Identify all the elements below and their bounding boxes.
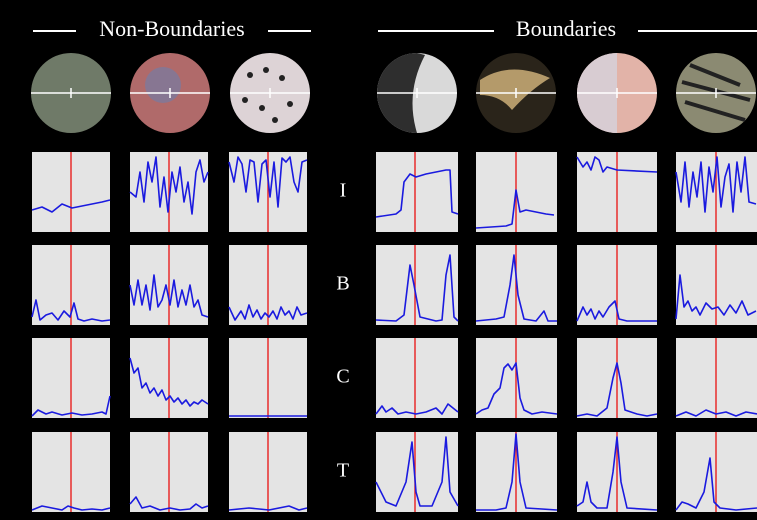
panel: [376, 152, 458, 232]
row-label: B: [336, 273, 349, 295]
panel: [577, 152, 657, 232]
panel: [376, 432, 458, 512]
panel: [376, 245, 458, 325]
panel: [676, 245, 757, 325]
panel: [130, 432, 208, 512]
panel: [32, 152, 110, 232]
panel: [676, 338, 757, 418]
panel: [229, 152, 307, 232]
panel: [32, 245, 110, 325]
panel: [476, 432, 557, 512]
row-label: T: [337, 460, 349, 482]
panel: [376, 338, 458, 418]
panel: [32, 432, 110, 512]
panel: [577, 338, 657, 418]
panel: [676, 152, 757, 232]
panel: [676, 432, 757, 512]
panel: [229, 338, 307, 418]
panel: [476, 245, 557, 325]
panel: [32, 338, 110, 418]
panel: [130, 245, 208, 325]
panel: [577, 245, 657, 325]
panel: [229, 245, 307, 325]
figure: Non-Boundaries Boundaries: [0, 0, 757, 520]
header-boundaries: Boundaries: [516, 16, 616, 41]
panel: [130, 338, 208, 418]
patch-detail: [145, 67, 181, 103]
panel: [476, 338, 557, 418]
row-label: C: [336, 366, 349, 388]
panel: [577, 432, 657, 512]
panel: [130, 152, 208, 232]
panel: [476, 152, 557, 232]
header-non-boundaries: Non-Boundaries: [99, 16, 244, 41]
row-label: I: [340, 180, 347, 202]
panel: [229, 432, 307, 512]
